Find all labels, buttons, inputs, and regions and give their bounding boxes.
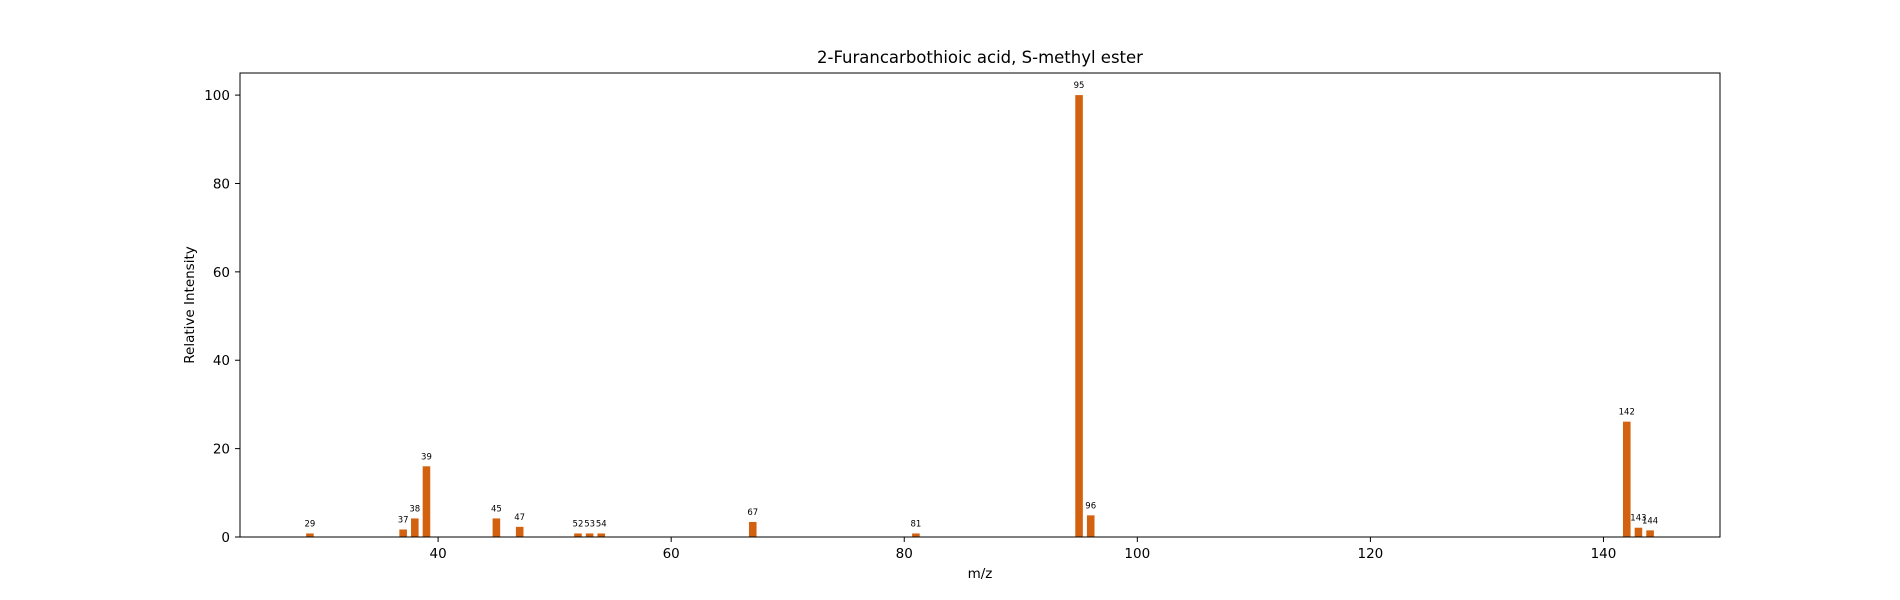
peak-label-54: 54 [596, 519, 607, 529]
peak-label-81: 81 [910, 519, 921, 529]
peak-bar-81 [912, 533, 920, 537]
y-axis: 0 20 40 60 80 100 [204, 88, 240, 546]
peak-bar-142 [1622, 421, 1631, 537]
x-tick-label: 40 [430, 546, 447, 562]
plot-frame [239, 72, 1721, 538]
peak-bar-144 [1646, 530, 1654, 537]
peak-label-96: 96 [1085, 501, 1096, 511]
peak-bar-29 [306, 533, 314, 537]
peak-label-29: 29 [305, 519, 316, 529]
bars-layer [306, 95, 1654, 537]
peak-bar-95 [1075, 95, 1083, 537]
peak-label-37: 37 [398, 515, 409, 525]
peak-bar-54 [597, 533, 606, 537]
peak-label-53: 53 [584, 519, 595, 529]
x-tick-label: 80 [896, 546, 913, 562]
y-tick-label: 100 [204, 88, 230, 104]
peak-label-39: 39 [421, 452, 432, 462]
peak-bar-39 [422, 466, 431, 537]
y-tick-label: 20 [213, 442, 230, 458]
peak-bar-38 [411, 518, 419, 537]
peak-label-143: 143 [1630, 514, 1646, 524]
x-tick-label: 60 [663, 546, 680, 562]
x-tick-label: 120 [1358, 546, 1384, 562]
y-tick-label: 80 [213, 176, 230, 192]
peak-label-38: 38 [409, 504, 420, 514]
peak-label-144: 144 [1642, 516, 1658, 526]
peak-label-142: 142 [1619, 408, 1635, 418]
peak-bar-53 [585, 533, 594, 537]
peak-bar-47 [515, 526, 524, 537]
y-tick-label: 0 [221, 530, 230, 546]
peak-bar-45 [492, 518, 501, 537]
peak-bar-52 [574, 533, 582, 537]
peak-label-95: 95 [1074, 81, 1085, 91]
peak-bar-67 [748, 521, 757, 537]
peak-bar-96 [1086, 515, 1095, 537]
peak-bar-143 [1634, 527, 1643, 537]
y-axis-label: Relative Intensity [182, 246, 198, 364]
y-tick-label: 40 [213, 353, 230, 369]
peak-label-67: 67 [747, 508, 758, 518]
x-tick-label: 140 [1591, 546, 1617, 562]
peak-label-45: 45 [491, 504, 502, 514]
x-axis-label: m/z [968, 566, 993, 582]
x-tick-label: 100 [1124, 546, 1150, 562]
chart-title: 2-Furancarbothioic acid, S-methyl ester [817, 48, 1143, 67]
peak-label-47: 47 [514, 513, 525, 523]
y-tick-label: 60 [213, 265, 230, 281]
peak-label-52: 52 [573, 519, 584, 529]
peak-bar-37 [399, 529, 407, 537]
x-axis: 40 60 80 100 120 140 [430, 537, 1617, 562]
